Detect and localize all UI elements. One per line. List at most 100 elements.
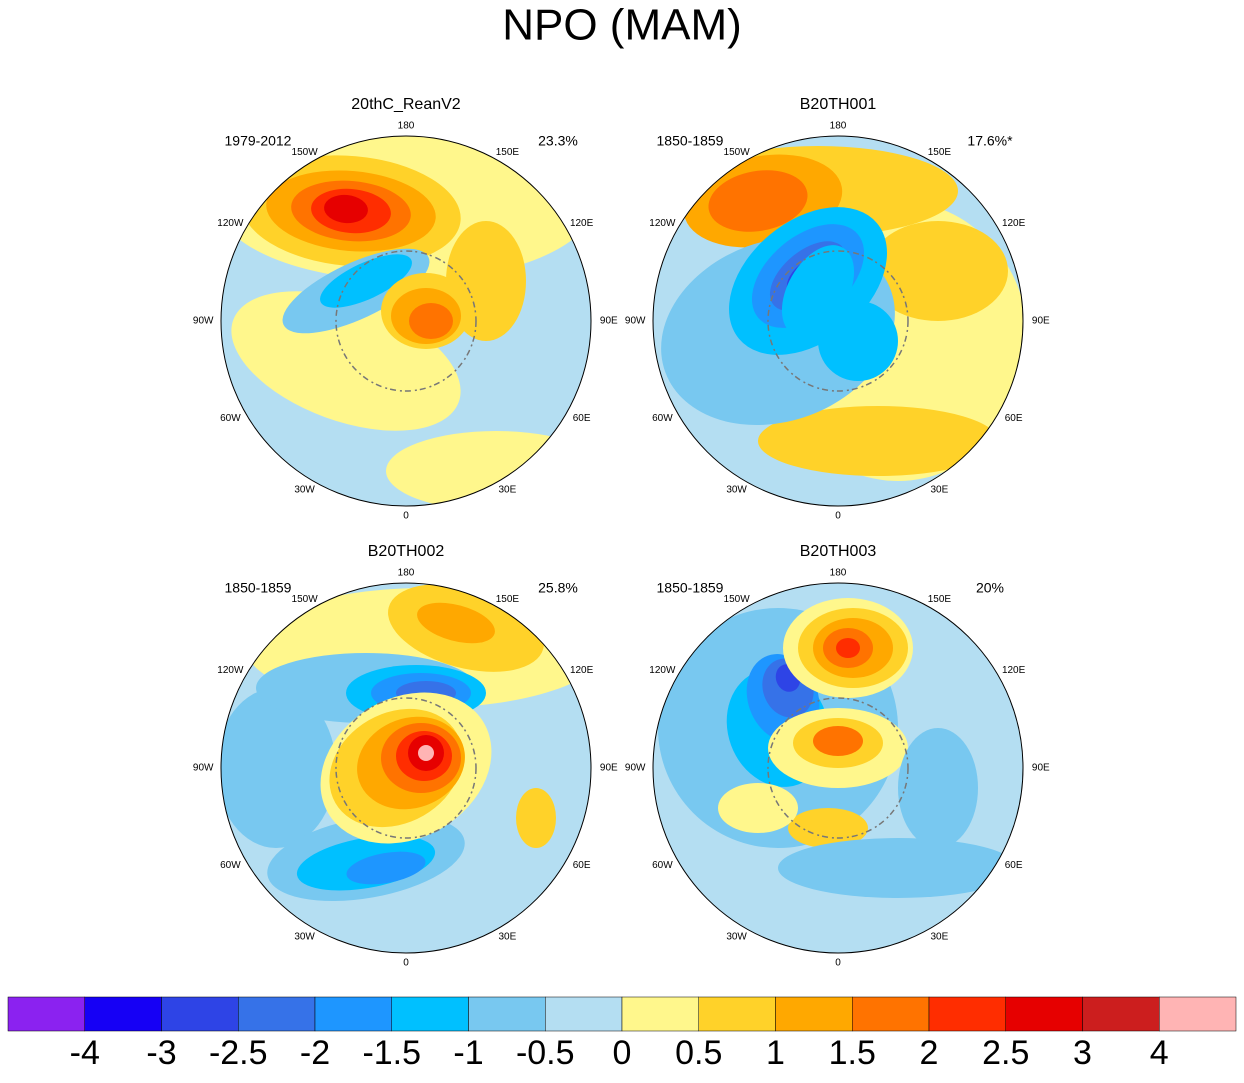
longitude-label: 120W: [217, 665, 244, 676]
colorbar-label: 1.5: [829, 1034, 876, 1072]
longitude-label: 0: [403, 511, 409, 522]
contour-region: [818, 301, 898, 381]
longitude-label: 120E: [570, 665, 594, 676]
colorbar-box: [1159, 996, 1237, 1032]
contour-region: [418, 745, 434, 761]
longitude-label: 90W: [625, 316, 646, 327]
longitude-label: 0: [403, 958, 409, 969]
colorbar-box: [161, 996, 239, 1032]
panel-title: 20thC_ReanV2: [351, 96, 461, 113]
longitude-label: 150W: [724, 147, 751, 158]
longitude-label: 60W: [652, 860, 673, 871]
colorbar-box: [1005, 996, 1083, 1032]
contour-region: [320, 254, 412, 308]
longitude-label: 180: [830, 121, 847, 132]
colorbar-box: [775, 996, 853, 1032]
colorbar-box: [1082, 996, 1160, 1032]
colorbar-box: [84, 996, 162, 1032]
contour-region: [718, 783, 798, 833]
contour-region: [324, 194, 368, 224]
colorbar-box: [468, 996, 546, 1032]
colorbar-label: -3: [146, 1034, 176, 1072]
longitude-label: 150E: [928, 594, 952, 605]
longitude-label: 120W: [649, 665, 676, 676]
panel-variance: 23.3%: [538, 133, 578, 149]
longitude-label: 0: [835, 511, 841, 522]
panel-title: B20TH001: [800, 96, 877, 113]
longitude-label: 30E: [931, 932, 949, 943]
contour-region: [221, 688, 336, 848]
colorbar-box: [545, 996, 623, 1032]
longitude-label: 90W: [625, 763, 646, 774]
longitude-label: 90W: [193, 316, 214, 327]
panel-period: 1979-2012: [225, 133, 292, 149]
colorbar-label: 1: [766, 1034, 785, 1072]
longitude-label: 30E: [499, 932, 517, 943]
map-border: [220, 135, 592, 507]
longitude-label: 120E: [570, 218, 594, 229]
longitude-label: 60E: [1005, 413, 1023, 424]
coast-outline: [767, 697, 909, 839]
colorbar-label: 0.5: [675, 1034, 722, 1072]
map-border: [652, 582, 1024, 954]
longitude-label: 0: [835, 958, 841, 969]
panel-title: B20TH002: [368, 543, 445, 560]
longitude-label: 60W: [220, 413, 241, 424]
contour-region: [708, 170, 808, 232]
colorbar-box: [314, 996, 392, 1032]
longitude-label: 120E: [1002, 665, 1026, 676]
contour-region: [386, 431, 591, 506]
longitude-label: 60E: [1005, 860, 1023, 871]
longitude-label: 120W: [649, 218, 676, 229]
panel-variance: 20%: [976, 580, 1004, 596]
colorbar-label: 2.5: [982, 1034, 1029, 1072]
longitude-label: 30W: [294, 932, 315, 943]
colorbar-label: -4: [70, 1034, 100, 1072]
panel-title: B20TH003: [800, 543, 877, 560]
contour-region: [758, 406, 998, 476]
longitude-label: 60W: [652, 413, 673, 424]
colorbar-label: -1.5: [362, 1034, 421, 1072]
figure-title: NPO (MAM): [502, 1, 742, 50]
colorbar-label: 3: [1073, 1034, 1092, 1072]
map-border: [220, 582, 592, 954]
longitude-label: 90E: [600, 316, 618, 327]
longitude-label: 90W: [193, 763, 214, 774]
contour-region: [898, 728, 978, 848]
coast-outline: [335, 697, 477, 839]
longitude-label: 90E: [1032, 763, 1050, 774]
longitude-label: 150E: [496, 147, 520, 158]
longitude-label: 30E: [931, 485, 949, 496]
colorbar-label: 2: [920, 1034, 939, 1072]
colorbar-box: [238, 996, 316, 1032]
contour-region: [836, 638, 860, 658]
contour-region: [813, 726, 863, 756]
longitude-label: 150E: [928, 147, 952, 158]
longitude-label: 60E: [573, 860, 591, 871]
longitude-label: 150W: [724, 594, 751, 605]
panel-period: 1850-1859: [657, 580, 724, 596]
map-border: [652, 135, 1024, 507]
panel-variance: 25.8%: [538, 580, 578, 596]
contour-region: [346, 851, 426, 885]
longitude-label: 180: [830, 568, 847, 579]
longitude-label: 30W: [726, 932, 747, 943]
longitude-label: 90E: [600, 763, 618, 774]
coast-outline: [767, 250, 909, 392]
longitude-label: 30W: [294, 485, 315, 496]
colorbar-label: -0.5: [516, 1034, 575, 1072]
colorbar-label: -2: [300, 1034, 330, 1072]
map-panel: [221, 583, 591, 953]
colorbar-box: [7, 996, 85, 1032]
panel-variance: 17.6%*: [967, 133, 1013, 149]
longitude-label: 30W: [726, 485, 747, 496]
contour-region: [868, 221, 1008, 321]
map-panel: [221, 136, 591, 506]
colorbar-box: [852, 996, 930, 1032]
colorbar-box: [621, 996, 699, 1032]
map-panel: [653, 583, 1023, 953]
longitude-label: 180: [398, 568, 415, 579]
longitude-label: 150E: [496, 594, 520, 605]
colorbar-label: -2.5: [209, 1034, 268, 1072]
longitude-label: 30E: [499, 485, 517, 496]
